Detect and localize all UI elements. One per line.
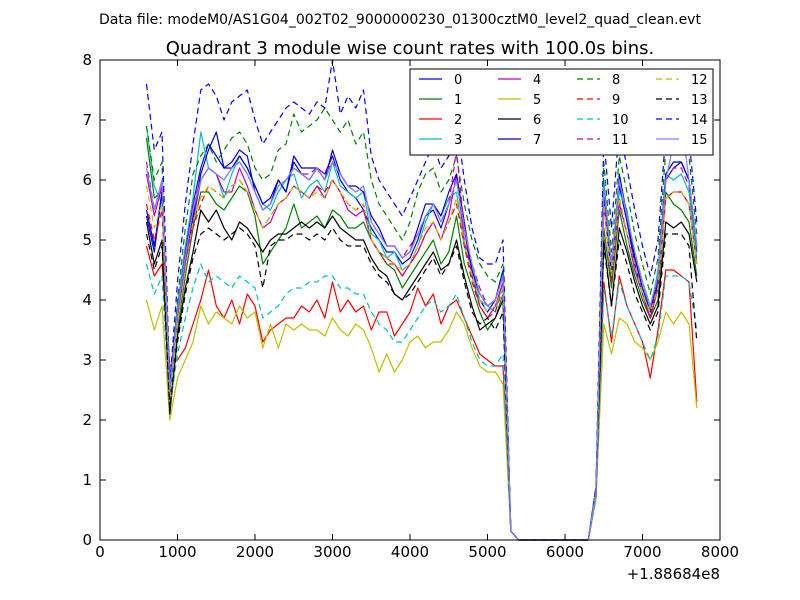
- x-tick-label: 1000: [158, 543, 196, 561]
- series-line-13: [145, 227, 698, 541]
- axes-layer: 0 1000 2000 3000 4000 5000 6000 7000 80000123456…: [82, 51, 739, 561]
- series-line-8: [145, 107, 698, 541]
- series-line-4: [145, 167, 698, 541]
- series-line-5: [145, 299, 698, 541]
- series-line-2: [145, 245, 698, 541]
- x-tick-label: 0: [95, 543, 105, 561]
- x-tick-label: 2000: [236, 543, 274, 561]
- y-tick-label: 5: [82, 231, 92, 249]
- suptitle: Data file: modeM0/AS1G04_002T02_90000002…: [99, 12, 701, 28]
- legend-label-12: 12: [691, 73, 708, 88]
- legend-label-0: 0: [454, 73, 462, 88]
- x-offset-label: +1.88684e8: [627, 565, 720, 583]
- legend-label-11: 11: [612, 133, 629, 148]
- x-tick-label: 8000: [701, 543, 739, 561]
- legend-label-4: 4: [533, 73, 541, 88]
- y-tick-label: 3: [82, 351, 92, 369]
- x-tick-label: 7000: [623, 543, 661, 561]
- legend-label-7: 7: [533, 133, 541, 148]
- y-tick-label: 6: [82, 171, 92, 189]
- x-tick-label: 6000: [546, 543, 584, 561]
- legend-label-10: 10: [612, 113, 629, 128]
- legend-label-13: 13: [691, 93, 708, 108]
- legend-label-5: 5: [533, 93, 541, 108]
- chart-title: Quadrant 3 module wise count rates with …: [166, 38, 655, 59]
- x-tick-label: 4000: [391, 543, 429, 561]
- x-tick-label: 5000: [468, 543, 506, 561]
- x-tick-label: 3000: [313, 543, 351, 561]
- y-tick-label: 8: [82, 51, 92, 69]
- y-tick-label: 7: [82, 111, 92, 129]
- legend-label-3: 3: [454, 133, 462, 148]
- legend-label-6: 6: [533, 113, 541, 128]
- plot-frame: [99, 59, 721, 541]
- legend-label-15: 15: [691, 133, 708, 148]
- legend-label-2: 2: [454, 113, 462, 128]
- series-line-12: [145, 179, 698, 541]
- legend-box: [409, 68, 714, 156]
- series-line-6: [145, 209, 698, 541]
- legend-label-8: 8: [612, 73, 620, 88]
- legend-label-1: 1: [454, 93, 462, 108]
- series-layer: [145, 59, 698, 541]
- y-tick-label: 1: [82, 471, 92, 489]
- y-tick-label: 4: [82, 291, 92, 309]
- y-tick-label: 2: [82, 411, 92, 429]
- series-line-10: [145, 263, 698, 541]
- legend-label-9: 9: [612, 93, 620, 108]
- y-tick-label: 0: [82, 531, 92, 549]
- series-line-15: [145, 119, 698, 541]
- legend-label-14: 14: [691, 113, 708, 128]
- series-line-1: [145, 137, 698, 541]
